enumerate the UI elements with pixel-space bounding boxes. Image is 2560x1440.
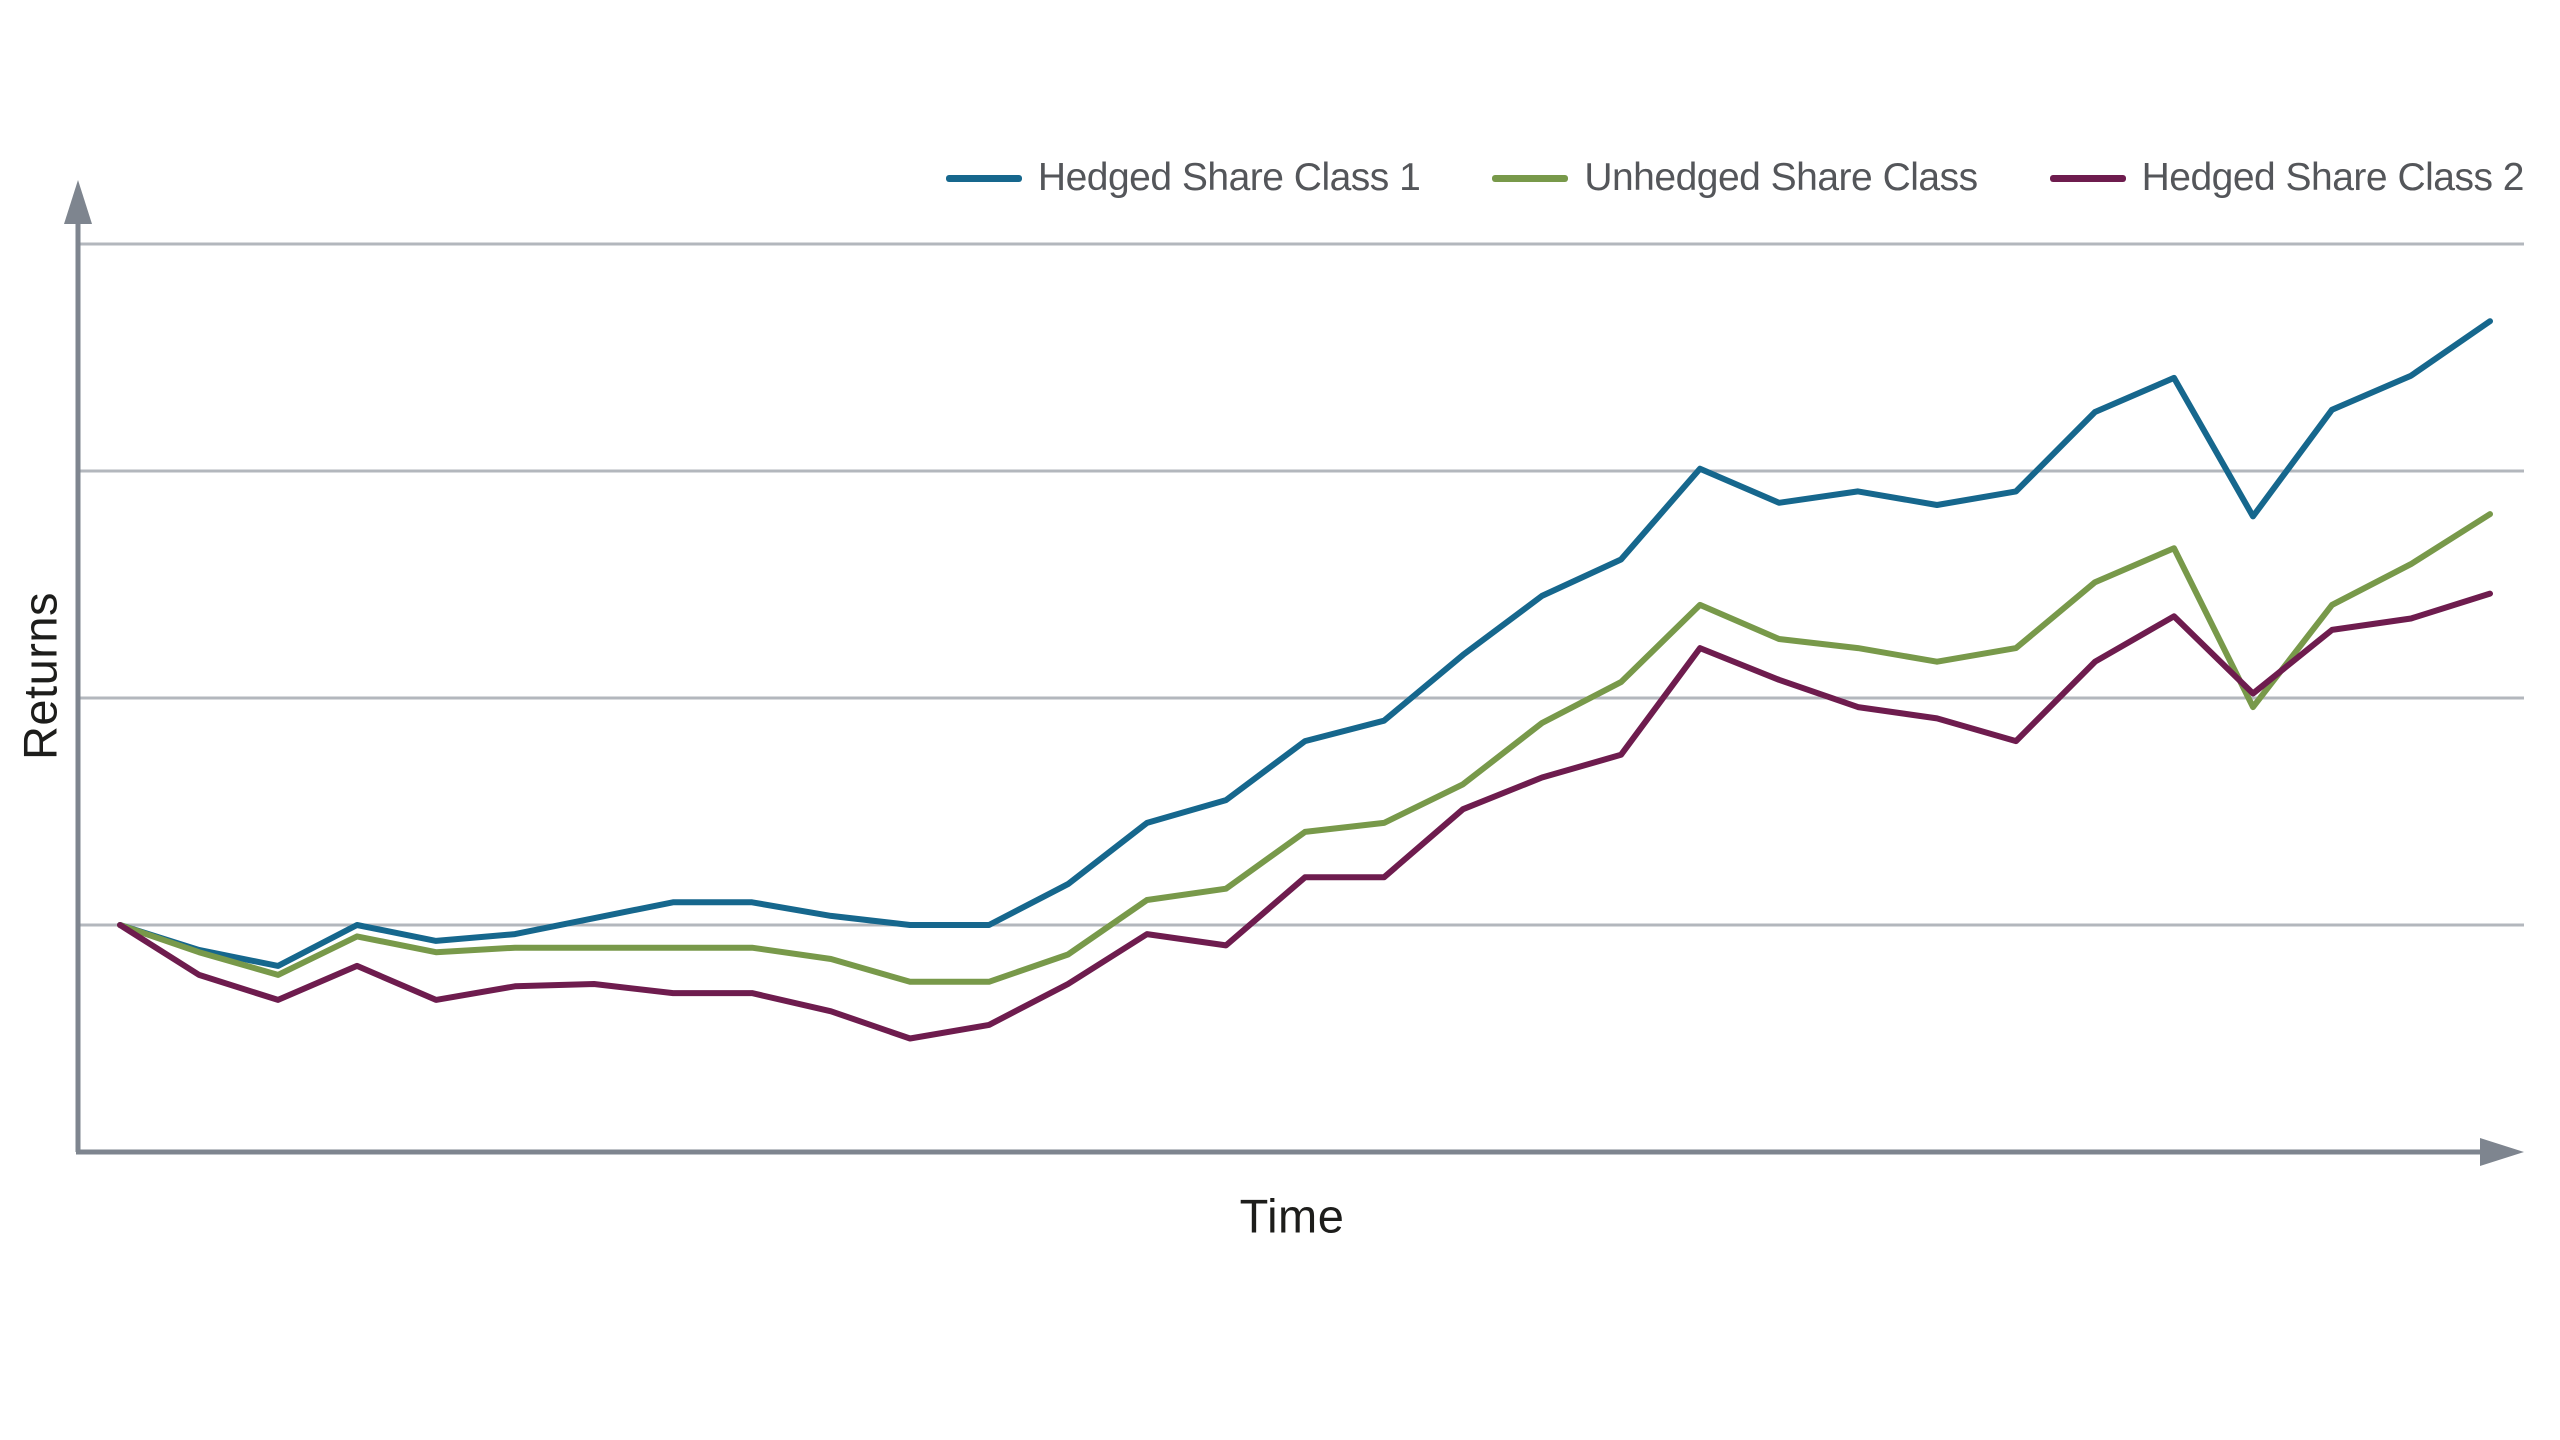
- y-axis-title: Returns: [13, 591, 67, 761]
- series-line-hedged-share-class-2: [117, 590, 2493, 1042]
- legend: Hedged Share Class 1 Unhedged Share Clas…: [945, 156, 2525, 200]
- legend-line-swatch-icon: [2049, 174, 2126, 182]
- x-axis-arrow-icon: [2480, 1138, 2524, 1166]
- x-axis-title: Time: [1239, 1189, 1345, 1243]
- legend-item-hedged-share-class-1: Hedged Share Class 1: [945, 156, 1421, 200]
- gridlines: [78, 242, 2524, 927]
- axes: [64, 180, 2524, 1166]
- legend-line-swatch-icon: [945, 174, 1022, 182]
- legend-label: Hedged Share Class 1: [1037, 156, 1421, 199]
- legend-item-unhedged-share-class: Unhedged Share Class: [1492, 156, 1978, 200]
- series-line-hedged-share-class-1: [117, 318, 2493, 969]
- legend-label: Unhedged Share Class: [1584, 156, 1978, 199]
- y-axis-arrow-icon: [64, 180, 92, 224]
- series-lines: [117, 318, 2493, 1042]
- legend-label: Hedged Share Class 2: [2141, 156, 2525, 199]
- legend-item-hedged-share-class-2: Hedged Share Class 2: [2049, 156, 2525, 200]
- legend-line-swatch-icon: [1492, 174, 1569, 182]
- series-line-unhedged-share-class: [117, 511, 2493, 985]
